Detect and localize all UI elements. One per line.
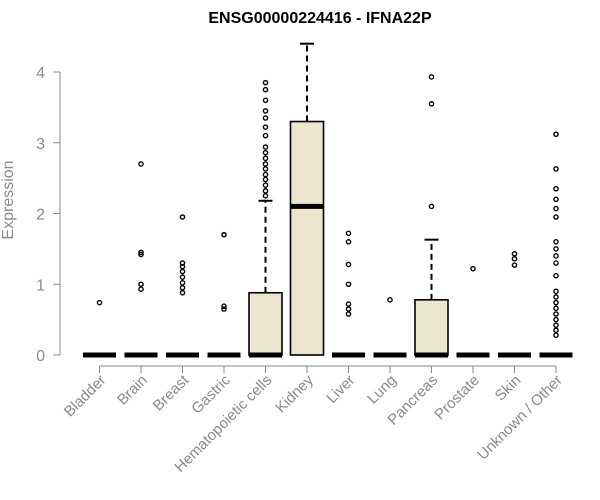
outlier-point [179,268,186,275]
outlier-point [345,261,352,268]
y-tick-label: 1 [36,277,45,294]
outlier-point [262,155,269,162]
outlier-point [345,301,352,307]
outlier-point [428,101,435,107]
outlier-point [345,311,352,317]
outlier-point [553,322,559,329]
outlier-point [262,132,269,139]
outlier-point [262,171,269,178]
x-tick-label: Brain [114,372,151,409]
outlier-point [262,97,269,104]
outlier-point [553,166,559,172]
outlier-point [179,289,186,296]
outlier-point [262,149,269,156]
outlier-point [138,281,144,288]
outlier-point [553,238,559,245]
box-rect [414,299,449,356]
outlier-point [262,188,269,194]
outlier-point [262,166,269,172]
outlier-point [262,176,269,183]
outlier-point [179,280,186,286]
outlier-point [553,288,559,295]
x-tick-label: Kidney [272,371,317,416]
outlier-point [138,161,144,167]
outlier-point [553,327,559,334]
outlier-point [262,182,269,188]
outlier-point [387,297,393,303]
outlier-point [138,251,144,258]
outlier-point [262,115,269,121]
outlier-point [553,294,559,300]
outlier-point [96,299,103,306]
outlier-point [345,238,352,245]
outlier-point [553,205,559,212]
outlier-point [262,79,269,86]
y-axis-label: Expression [0,160,17,239]
outlier-point [553,246,559,252]
outlier-point [511,255,518,262]
outlier-point [138,249,144,256]
outlier-point [553,253,559,259]
outlier-point [428,203,435,210]
outlier-point [553,214,559,220]
outlier-point [262,193,269,199]
outlier-point [179,260,186,266]
outlier-point [553,316,559,323]
outlier-point [221,306,227,312]
outlier-point [470,265,476,272]
chart-title: ENSG00000224416 - IFNA22P [208,10,432,27]
outlier-point [553,131,559,138]
outlier-point [179,214,186,220]
outlier-point [262,108,269,114]
outlier-point [553,311,559,317]
outlier-point [221,231,227,238]
y-tick-label: 2 [36,207,45,224]
outlier-point [262,144,269,150]
outlier-point [138,286,144,293]
y-tick-label: 0 [36,348,45,365]
x-tick-label: Prostate [431,372,483,424]
x-tick-label: Bladder [61,372,110,421]
y-tick-label: 4 [36,65,45,82]
outlier-point [345,281,352,288]
outlier-point [221,303,227,309]
outlier-point [553,185,559,192]
outlier-point [553,305,559,312]
x-tick-label: Skin [492,372,525,405]
outlier-point [553,260,559,266]
outlier-point [262,86,269,93]
outlier-point [179,274,186,280]
outlier-point [262,161,269,167]
outlier-point [553,332,559,338]
y-tick-label: 3 [36,136,45,153]
x-tick-label: Breast [150,371,193,414]
outlier-point [553,196,559,203]
outlier-point [553,299,559,306]
outlier-point [553,272,559,279]
outlier-point [179,284,186,291]
outlier-point [511,262,518,268]
outlier-point [428,74,435,80]
x-tick-label: Liver [323,372,358,407]
outlier-point [345,306,352,312]
outlier-point [262,124,269,130]
outlier-point [345,230,352,237]
box-rect [289,120,325,356]
outlier-point [511,251,518,257]
box-rect [248,291,283,356]
x-tick-label: Lung [364,372,400,408]
